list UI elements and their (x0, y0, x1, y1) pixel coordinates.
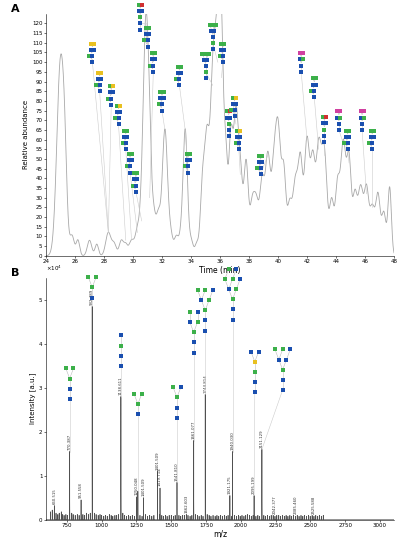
Text: 951.558: 951.558 (79, 482, 83, 498)
Text: 1661.077: 1661.077 (192, 420, 196, 439)
Text: A: A (11, 4, 20, 14)
Text: 660.515: 660.515 (52, 488, 56, 504)
Text: 2385.460: 2385.460 (294, 496, 298, 514)
Text: 2042.377: 2042.377 (273, 496, 277, 514)
Text: 1138.611: 1138.611 (119, 376, 123, 395)
Text: $\times$10$^4$: $\times$10$^4$ (46, 263, 62, 273)
Text: 1921.175: 1921.175 (228, 475, 232, 494)
Text: 1419.714: 1419.714 (158, 468, 162, 486)
Y-axis label: Intensity [a.u.]: Intensity [a.u.] (30, 373, 36, 425)
Text: B: B (11, 268, 20, 278)
Text: 932.489: 932.489 (90, 288, 94, 305)
Text: 1250.048: 1250.048 (134, 476, 138, 495)
Text: 1541.810: 1541.810 (175, 462, 179, 481)
Text: 1662.603: 1662.603 (184, 494, 188, 513)
Text: 2525.588: 2525.588 (312, 496, 316, 514)
X-axis label: m/z: m/z (213, 530, 227, 538)
Text: 1940.030: 1940.030 (230, 431, 234, 450)
Y-axis label: Relative abundance: Relative abundance (23, 100, 29, 169)
Text: 2151.129: 2151.129 (260, 429, 264, 448)
X-axis label: Time (min): Time (min) (199, 266, 241, 274)
Text: 1401.509: 1401.509 (156, 451, 160, 470)
Text: 1401.509: 1401.509 (142, 477, 146, 496)
Text: 2095.199: 2095.199 (252, 475, 256, 494)
Text: 1744.814: 1744.814 (203, 374, 207, 393)
Text: 770.387: 770.387 (68, 433, 72, 450)
